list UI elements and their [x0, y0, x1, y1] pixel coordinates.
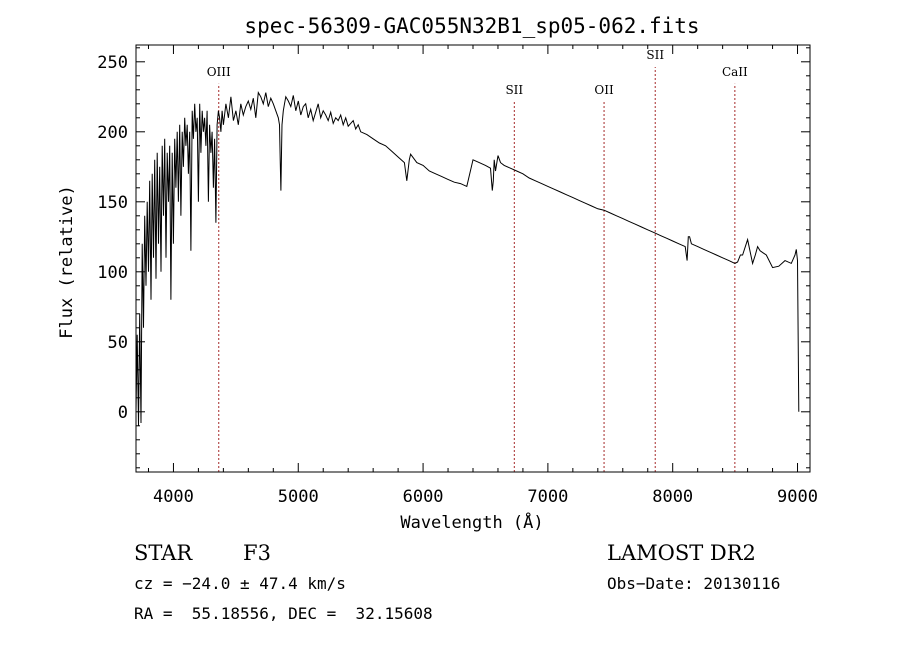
- spectrum-line: [135, 91, 800, 426]
- x-tick-label: 4000: [153, 487, 194, 507]
- object-subclass: F3: [243, 541, 271, 565]
- redshift-value: cz = −24.0 ± 47.4 km/s: [134, 574, 346, 593]
- object-class: STAR: [134, 541, 193, 565]
- observation-date: Obs−Date: 20130116: [607, 574, 780, 593]
- x-tick-label: 8000: [652, 487, 693, 507]
- y-tick-label: 100: [97, 263, 128, 283]
- plot-frame: [135, 44, 811, 473]
- y-tick-label: 50: [108, 333, 128, 353]
- x-tick-label: 7000: [527, 487, 568, 507]
- line-marker-label: CaII: [722, 65, 748, 79]
- y-tick-label: 150: [97, 193, 128, 213]
- y-tick-label: 200: [97, 123, 128, 143]
- y-axis-label: Flux (relative): [57, 185, 77, 339]
- chart-title: spec-56309-GAC055N32B1_sp05-062.fits: [244, 14, 699, 38]
- line-marker-label: OII: [594, 83, 614, 97]
- y-tick-label: 250: [97, 53, 128, 73]
- x-tick-label: 6000: [403, 487, 444, 507]
- coordinates: RA = 55.18556, DEC = 32.15608: [134, 604, 433, 623]
- emission-line-markers: OIII SII OII SII CaII: [207, 48, 748, 472]
- x-tick-label: 9000: [777, 487, 818, 507]
- line-marker-label: OIII: [207, 65, 231, 79]
- y-axis: 0 50 100 150 200 250: [97, 47, 810, 469]
- x-axis: 4000 5000 6000 7000 8000 9000: [147, 45, 818, 507]
- x-tick-label: 5000: [278, 487, 319, 507]
- line-marker-label: SII: [505, 83, 523, 97]
- survey-name: LAMOST DR2: [607, 541, 756, 565]
- y-tick-label: 0: [118, 403, 128, 423]
- line-marker-label: SII: [646, 48, 664, 62]
- x-axis-label: Wavelength (Å): [400, 511, 543, 533]
- plot-area: OIII SII OII SII CaII 4000 5000 6000 7000 8000 90…: [97, 44, 818, 507]
- spectrum-info: STAR F3 LAMOST DR2 cz = −24.0 ± 47.4 km/…: [134, 541, 780, 623]
